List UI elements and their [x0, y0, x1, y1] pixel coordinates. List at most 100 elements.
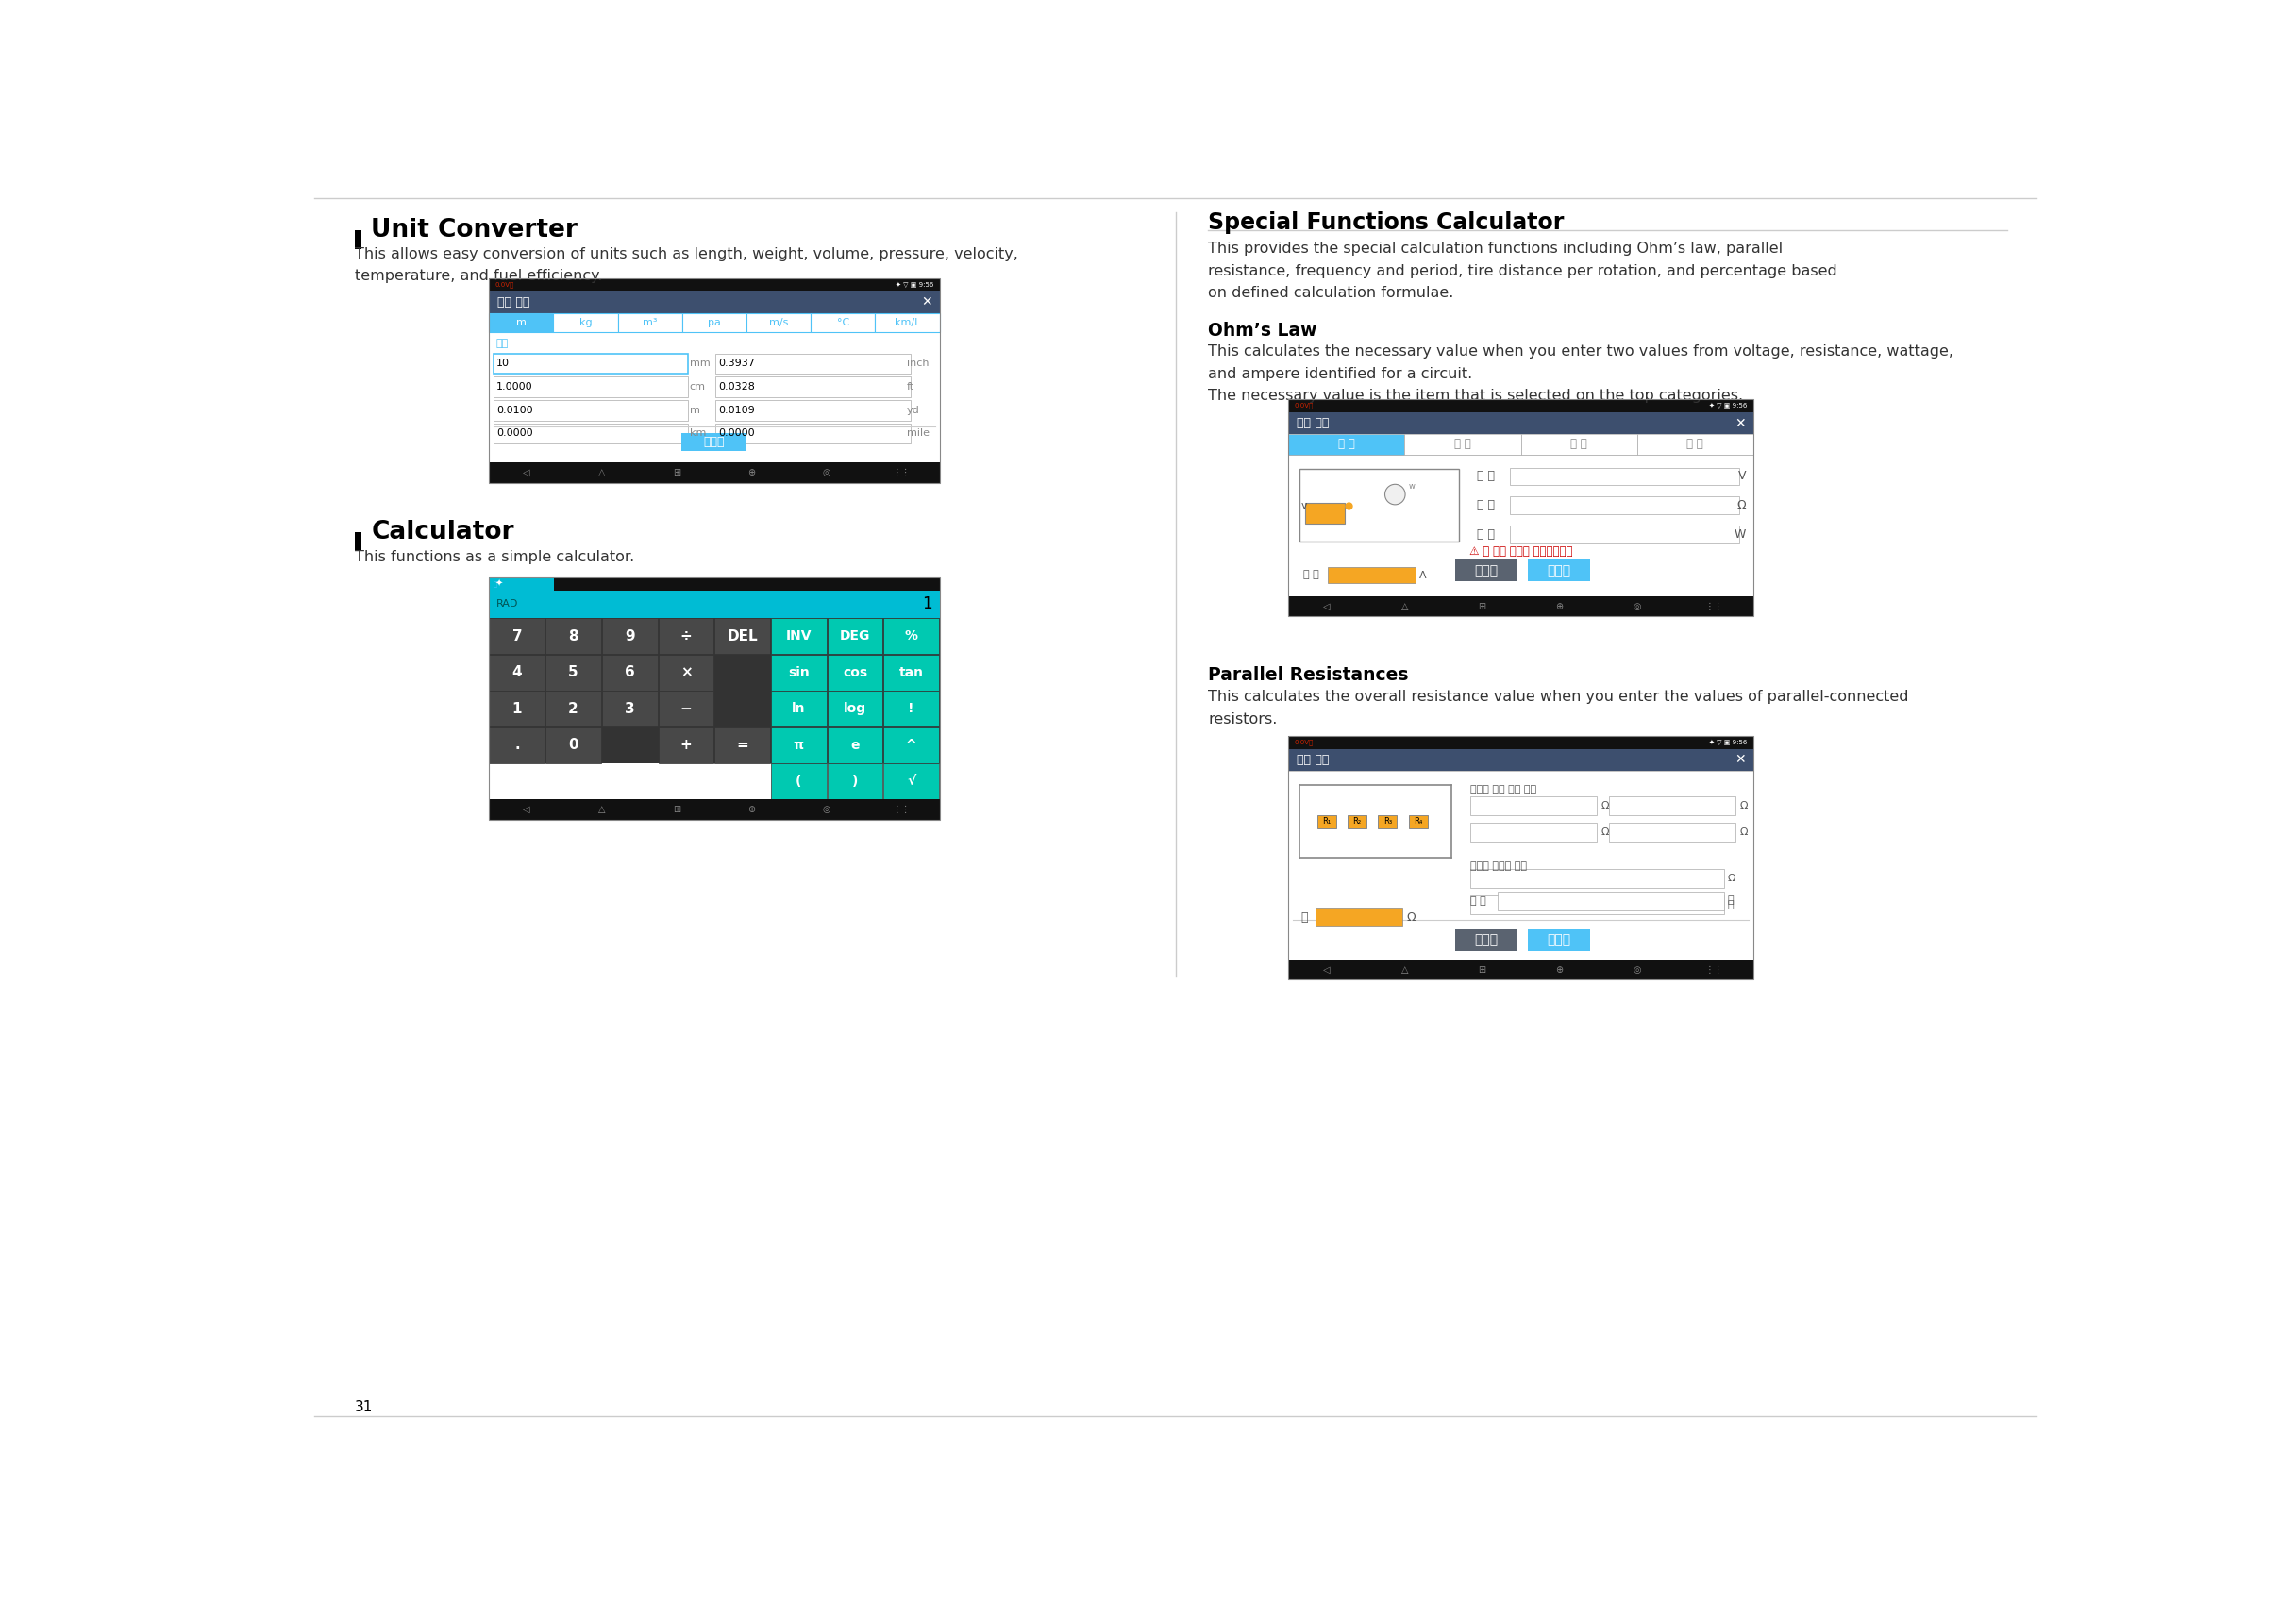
Text: This calculates the necessary value when you enter two values from voltage, resi: This calculates the necessary value when… — [1208, 344, 1954, 404]
Text: ⊞: ⊞ — [1479, 602, 1486, 610]
Text: 전 류: 전 류 — [1339, 439, 1355, 450]
Text: ✦: ✦ — [494, 578, 503, 588]
Bar — [714, 727, 769, 763]
Bar — [489, 655, 544, 690]
Text: △: △ — [597, 806, 606, 814]
Bar — [1316, 908, 1403, 926]
Text: cos: cos — [843, 666, 868, 679]
Text: ⋮⋮: ⋮⋮ — [1706, 602, 1724, 610]
Text: tan: tan — [900, 666, 923, 679]
Bar — [489, 577, 939, 820]
Text: ⊕: ⊕ — [1557, 964, 1564, 974]
Text: V: V — [1738, 469, 1745, 482]
Text: △: △ — [1401, 602, 1407, 610]
Text: Ω: Ω — [1738, 500, 1745, 511]
Bar — [827, 764, 882, 799]
Bar — [489, 577, 939, 591]
Text: 저항이 서로 다른 경우: 저항이 서로 다른 경우 — [1469, 785, 1536, 795]
Text: ✦ ▽ ▣ 9:56: ✦ ▽ ▣ 9:56 — [1711, 739, 1747, 745]
Bar — [1288, 399, 1754, 617]
Bar — [884, 655, 939, 690]
Text: Ω: Ω — [1600, 801, 1609, 811]
Text: ⊕: ⊕ — [748, 806, 755, 814]
Bar — [489, 279, 939, 292]
Text: 1: 1 — [512, 702, 521, 716]
Bar — [1300, 469, 1458, 541]
Bar — [489, 292, 939, 312]
Bar — [602, 618, 657, 654]
Text: 선 력: 선 력 — [1688, 439, 1704, 450]
Bar — [771, 764, 827, 799]
Bar — [1469, 796, 1598, 815]
Bar — [810, 312, 875, 332]
Text: +: + — [680, 739, 691, 753]
Bar — [716, 354, 912, 373]
Text: 초기화: 초기화 — [703, 436, 726, 449]
Text: This calculates the overall resistance value when you enter the values of parall: This calculates the overall resistance v… — [1208, 690, 1908, 726]
Text: =: = — [737, 739, 748, 753]
Text: °C: °C — [836, 317, 850, 327]
Bar — [1410, 815, 1428, 828]
Bar — [1529, 929, 1589, 950]
Bar — [1288, 399, 1754, 412]
Text: 0.0V⬛: 0.0V⬛ — [1295, 739, 1313, 745]
Bar — [827, 655, 882, 690]
Text: 5: 5 — [569, 665, 579, 679]
Bar — [875, 312, 939, 332]
Text: 1: 1 — [923, 596, 932, 612]
Text: kg: kg — [579, 317, 592, 327]
Text: A: A — [1419, 570, 1426, 580]
Text: inch: inch — [907, 359, 930, 368]
Bar — [771, 655, 827, 690]
Bar — [884, 618, 939, 654]
Text: RAD: RAD — [496, 599, 519, 609]
Text: 4: 4 — [512, 665, 521, 679]
Bar — [1318, 815, 1336, 828]
Bar — [602, 655, 657, 690]
Bar — [716, 376, 912, 397]
Text: Ω: Ω — [1740, 828, 1747, 836]
Bar — [494, 354, 689, 373]
Text: 옴의 법칙: 옴의 법칙 — [1297, 417, 1329, 429]
Bar — [884, 690, 939, 727]
Text: 0.0V⬛: 0.0V⬛ — [1295, 402, 1313, 409]
Text: △: △ — [1401, 964, 1407, 974]
Text: cm: cm — [689, 383, 705, 391]
Text: R₃: R₃ — [1382, 817, 1391, 825]
Text: This functions as a simple calculator.: This functions as a simple calculator. — [354, 549, 634, 564]
Bar — [771, 727, 827, 763]
Circle shape — [1384, 484, 1405, 505]
Bar — [1288, 735, 1754, 748]
Text: 초기화: 초기화 — [1548, 564, 1570, 577]
Text: !: ! — [909, 702, 914, 716]
Bar — [884, 727, 939, 763]
Bar — [659, 727, 714, 763]
Text: ◁: ◁ — [1322, 602, 1332, 610]
Bar — [489, 279, 939, 482]
Text: mile: mile — [907, 429, 930, 437]
Text: ◎: ◎ — [822, 468, 831, 477]
Text: 0.0V⬛: 0.0V⬛ — [494, 282, 514, 288]
Bar — [1609, 796, 1736, 815]
Text: 7: 7 — [512, 630, 521, 642]
Bar — [716, 400, 912, 420]
Text: (: ( — [797, 775, 801, 788]
Bar — [746, 312, 810, 332]
Text: ⊞: ⊞ — [673, 468, 680, 477]
Text: 🔋: 🔋 — [494, 580, 498, 586]
Bar — [716, 423, 912, 444]
Text: v: v — [1302, 501, 1306, 509]
Text: 전 압: 전 압 — [1476, 469, 1495, 482]
Text: 총: 총 — [1300, 912, 1309, 923]
Text: km/L: km/L — [895, 317, 921, 327]
Bar — [1288, 960, 1754, 980]
Text: ⊕: ⊕ — [1557, 602, 1564, 610]
Bar — [489, 799, 939, 820]
Text: ✦ ▽ ▣ 9:56: ✦ ▽ ▣ 9:56 — [1711, 402, 1747, 409]
Bar — [546, 618, 602, 654]
Bar — [546, 655, 602, 690]
Bar — [1348, 815, 1366, 828]
Text: 8: 8 — [569, 630, 579, 642]
Text: 도움말: 도움말 — [1474, 934, 1497, 947]
Text: Special Functions Calculator: Special Functions Calculator — [1208, 211, 1564, 234]
